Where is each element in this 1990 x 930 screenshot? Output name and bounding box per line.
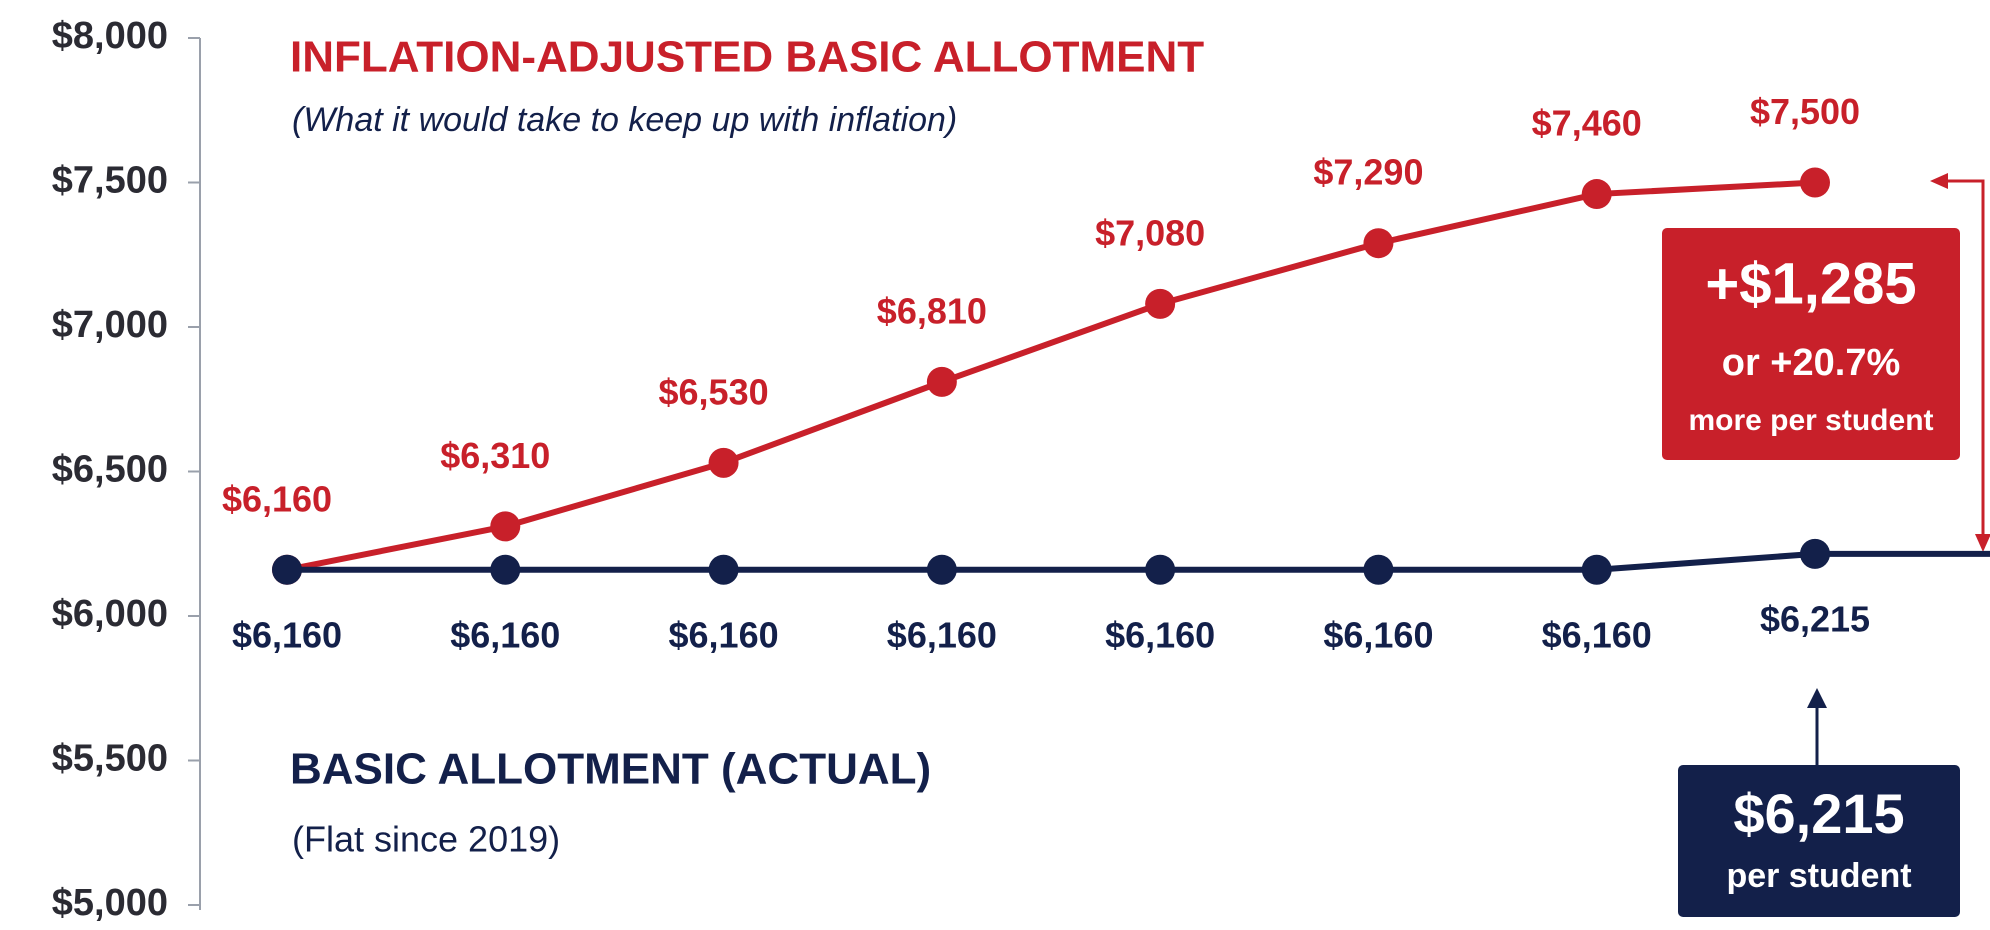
series-subtitle: (Flat since 2019) (292, 819, 560, 860)
data-label: $6,810 (877, 290, 987, 331)
data-point (1581, 179, 1612, 210)
data-label: $6,160 (232, 614, 342, 655)
data-point (708, 447, 739, 478)
callout-box (1662, 228, 1960, 460)
data-label: $6,160 (669, 614, 779, 655)
arrow-head (1807, 688, 1827, 708)
data-point (1800, 167, 1830, 198)
data-point (490, 511, 521, 542)
data-point (926, 554, 957, 585)
data-label: $6,160 (1323, 614, 1433, 655)
callout-text: or +20.7% (1722, 342, 1901, 384)
series-title: BASIC ALLOTMENT (ACTUAL) (290, 745, 931, 794)
y-tick-label: $5,500 (52, 738, 168, 780)
callout-arrow (1940, 179, 1985, 540)
series-line (286, 179, 1816, 573)
callout-box (1678, 765, 1960, 917)
callout-text: $6,215 (1733, 782, 1904, 845)
data-point (272, 554, 302, 585)
data-label: $6,160 (887, 614, 997, 655)
arrow-head (1975, 534, 1990, 552)
data-label: $6,310 (440, 435, 550, 476)
data-label: $7,080 (1095, 212, 1205, 253)
data-point (490, 554, 521, 585)
data-label: $6,160 (1105, 614, 1215, 655)
data-point (926, 366, 957, 397)
data-label: $6,215 (1760, 598, 1870, 639)
arrow-head (1930, 173, 1948, 189)
data-point (1145, 554, 1176, 585)
data-label: $6,160 (1542, 614, 1652, 655)
callout-text: per student (1726, 857, 1911, 895)
y-tick-label: $7,500 (52, 160, 168, 202)
data-point (1363, 228, 1394, 259)
data-label: $7,460 (1532, 103, 1642, 144)
data-label: $6,530 (659, 371, 769, 412)
data-point (1800, 538, 1830, 569)
series-title: INFLATION-ADJUSTED BASIC ALLOTMENT (290, 33, 1204, 82)
y-tick-label: $5,000 (52, 882, 168, 924)
callout-text: more per student (1688, 404, 1933, 437)
y-tick-label: $6,500 (52, 449, 168, 491)
series-line (287, 550, 1816, 573)
series-subtitle: (What it would take to keep up with infl… (292, 101, 957, 139)
y-tick-label: $7,000 (52, 304, 168, 346)
data-point (708, 554, 739, 585)
data-point (1145, 288, 1176, 319)
data-point (1581, 554, 1612, 585)
callout-text: +$1,285 (1705, 251, 1916, 316)
data-label: $7,500 (1750, 91, 1860, 132)
data-label: $6,160 (222, 478, 332, 519)
y-tick-label: $6,000 (52, 593, 168, 635)
data-label: $6,160 (450, 614, 560, 655)
data-point (1363, 554, 1394, 585)
data-label: $7,290 (1313, 152, 1423, 193)
y-tick-label: $8,000 (52, 15, 168, 57)
